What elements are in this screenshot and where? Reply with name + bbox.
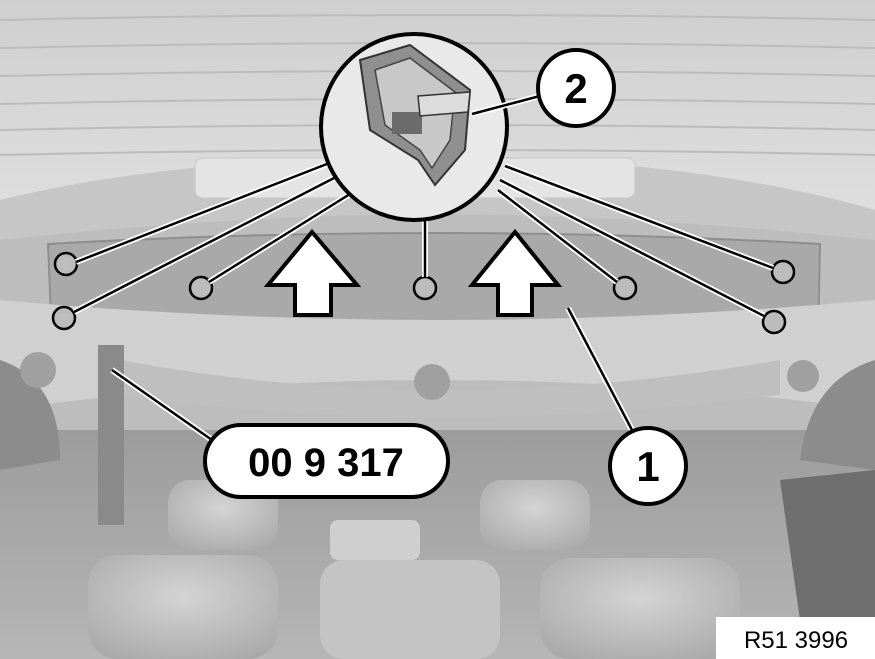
callout-2: 2 xyxy=(536,48,616,128)
push-arrows xyxy=(263,228,563,317)
clip-marker xyxy=(412,275,438,301)
tool-label-text: 00 9 317 xyxy=(248,441,404,485)
tool-label: 00 9 317 xyxy=(203,423,450,499)
callout-1: 1 xyxy=(608,426,688,506)
clip-markers xyxy=(51,251,796,335)
clip-marker xyxy=(188,275,214,301)
callout-1-label: 1 xyxy=(636,443,659,490)
clip-part-illustration xyxy=(321,34,507,220)
up-arrow-icon xyxy=(263,228,362,317)
clip-marker xyxy=(53,251,79,277)
callout-2-label: 2 xyxy=(564,65,587,112)
clip-marker xyxy=(51,305,77,331)
callout-2-leader xyxy=(471,94,541,116)
magnifier-detail xyxy=(319,32,509,222)
callout-1-leader xyxy=(566,307,634,431)
figure-code-box: R51 3996 xyxy=(716,617,875,659)
clip-marker xyxy=(761,309,787,335)
tool-leader xyxy=(111,368,213,442)
clip-marker xyxy=(770,259,796,285)
clip-marker xyxy=(612,275,638,301)
up-arrow-icon xyxy=(467,228,563,317)
figure-code: R51 3996 xyxy=(744,627,848,654)
